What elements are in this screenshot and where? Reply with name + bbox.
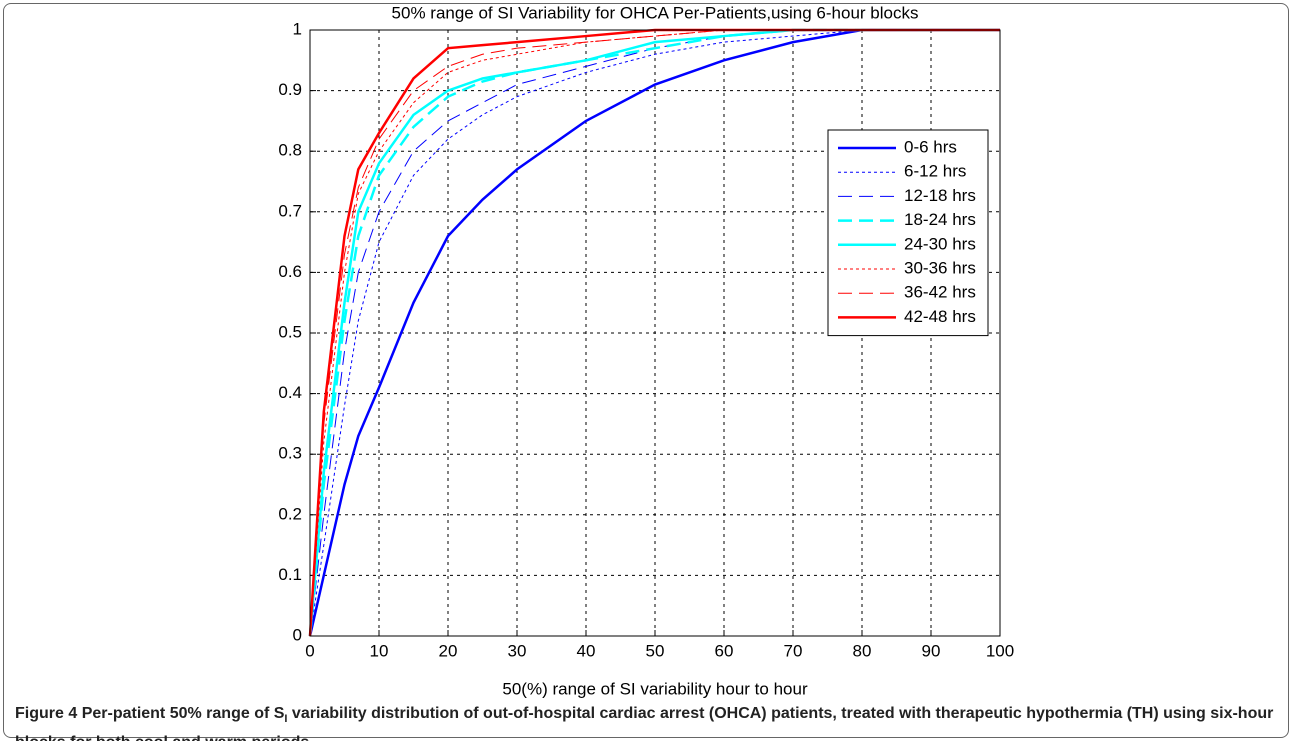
caption-label: Figure 4 (15, 705, 78, 722)
caption: Figure 4 Per-patient 50% range of SI var… (15, 702, 1280, 741)
legend-label: 18-24 hrs (904, 210, 976, 229)
y-tick-label: 0.9 (278, 80, 302, 99)
legend-box (827, 129, 989, 337)
x-tick-label: 40 (577, 641, 596, 660)
x-tick-label: 10 (370, 641, 389, 660)
x-axis-label: 50(%) range of SI variability hour to ho… (502, 679, 808, 698)
series-line (308, 28, 1000, 637)
x-tick-label: 30 (508, 641, 527, 660)
axes-box (309, 29, 1001, 637)
y-tick-label: 0.7 (278, 201, 302, 220)
x-tick-label: 90 (922, 641, 941, 660)
legend: 0-6 hrs 6-12 hrs 12-18 hrs 18-24 hrs 24-30 h… (827, 129, 989, 337)
legend-label: 42-48 hrs (904, 307, 976, 326)
x-tick-label: 50 (646, 641, 665, 660)
y-tick-label: 0.5 (278, 322, 302, 341)
chart-title: 50% range of SI Variability for OHCA Per… (392, 3, 919, 22)
chart: 50% range of SI Variability for OHCA Per… (278, 3, 1014, 698)
y-tick-label: 0.1 (278, 565, 302, 584)
x-tick-label: 80 (853, 641, 872, 660)
y-tick-label: 0.6 (278, 262, 302, 281)
x-tick-label: 20 (439, 641, 458, 660)
y-tick-label: 0 (293, 625, 302, 644)
legend-label: 36-42 hrs (904, 283, 976, 302)
legend-label: 30-36 hrs (904, 258, 976, 277)
figure-frame (3, 3, 1289, 738)
x-tick-label: 0 (305, 641, 314, 660)
caption-subscript: I (284, 713, 288, 726)
y-tick-label: 0.8 (278, 141, 302, 160)
series-line (309, 29, 1000, 637)
legend-label: 12-18 hrs (904, 186, 976, 205)
caption-text: Per-patient 50% range of S (81, 705, 285, 722)
caption-text: variability distribution of out-of-hospi… (15, 705, 1274, 741)
y-tick-label: 0.4 (278, 383, 302, 402)
x-tick-label: 100 (986, 641, 1014, 660)
x-tick-label: 60 (715, 641, 734, 660)
series-line (309, 29, 1000, 637)
y-tick-label: 1 (293, 19, 302, 38)
legend-label: 0-6 hrs (904, 137, 957, 156)
legend-label: 6-12 hrs (904, 162, 966, 181)
y-tick-label: 0.2 (278, 504, 302, 523)
y-tick-label: 0.3 (278, 444, 302, 463)
series-line (308, 28, 1000, 637)
legend-label: 24-30 hrs (904, 234, 976, 253)
x-tick-label: 70 (784, 641, 803, 660)
